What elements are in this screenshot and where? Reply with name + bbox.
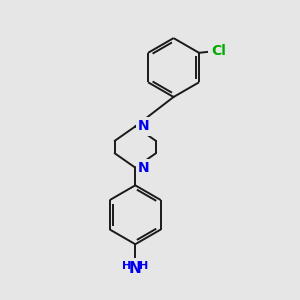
Text: H: H	[122, 261, 132, 271]
Text: H: H	[140, 261, 149, 271]
Text: N: N	[138, 161, 149, 175]
Text: Cl: Cl	[212, 44, 226, 58]
Text: N: N	[129, 261, 142, 276]
Text: N: N	[138, 119, 149, 134]
